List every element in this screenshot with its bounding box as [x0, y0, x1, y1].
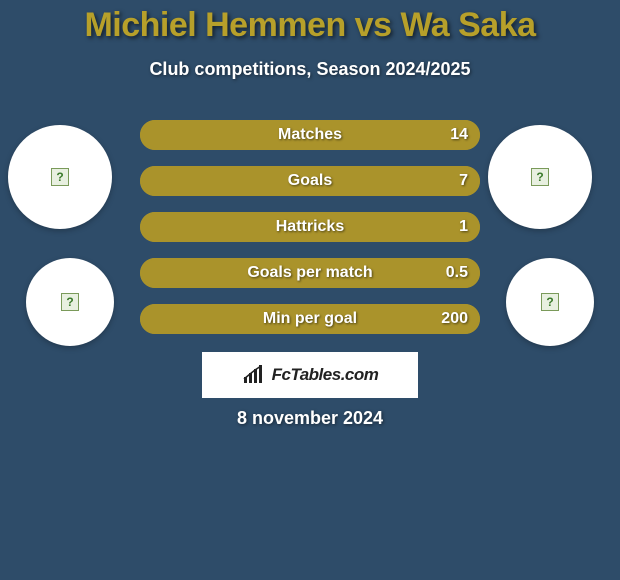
stats-rows: Matches 14 Goals 7 Hattricks 1 Goals per match…: [140, 120, 480, 350]
date-text: 8 november 2024: [0, 408, 620, 429]
avatar-player1-small: ?: [26, 258, 114, 346]
stat-pill-outline: Goals per match: [140, 258, 480, 288]
avatar-player2-large: ?: [488, 125, 592, 229]
stat-value: 200: [441, 304, 468, 334]
stat-row: Goals 7: [140, 166, 480, 196]
stat-label: Matches: [278, 126, 342, 144]
stat-row: Min per goal 200: [140, 304, 480, 334]
subtitle: Club competitions, Season 2024/2025: [0, 59, 620, 80]
stat-label: Goals: [288, 172, 332, 190]
stat-pill-outline: Matches: [140, 120, 480, 150]
image-placeholder-icon: ?: [541, 293, 559, 311]
page-title: Michiel Hemmen vs Wa Saka: [0, 0, 620, 45]
stat-label: Min per goal: [263, 310, 357, 328]
stat-value: 7: [459, 166, 468, 196]
stat-row: Goals per match 0.5: [140, 258, 480, 288]
image-placeholder-icon: ?: [61, 293, 79, 311]
stat-value: 14: [450, 120, 468, 150]
attribution-badge: FcTables.com: [202, 352, 418, 398]
stat-pill-outline: Goals: [140, 166, 480, 196]
image-placeholder-icon: ?: [531, 168, 549, 186]
stat-pill-outline: Min per goal: [140, 304, 480, 334]
image-placeholder-icon: ?: [51, 168, 69, 186]
stat-value: 1: [459, 212, 468, 242]
stat-value: 0.5: [446, 258, 468, 288]
avatar-player1-large: ?: [8, 125, 112, 229]
stat-pill-outline: Hattricks: [140, 212, 480, 242]
attribution-text: FcTables.com: [272, 365, 379, 385]
stat-row: Hattricks 1: [140, 212, 480, 242]
stat-label: Goals per match: [247, 264, 372, 282]
avatar-player2-small: ?: [506, 258, 594, 346]
stat-row: Matches 14: [140, 120, 480, 150]
chart-icon: [242, 365, 266, 385]
stat-label: Hattricks: [276, 218, 344, 236]
